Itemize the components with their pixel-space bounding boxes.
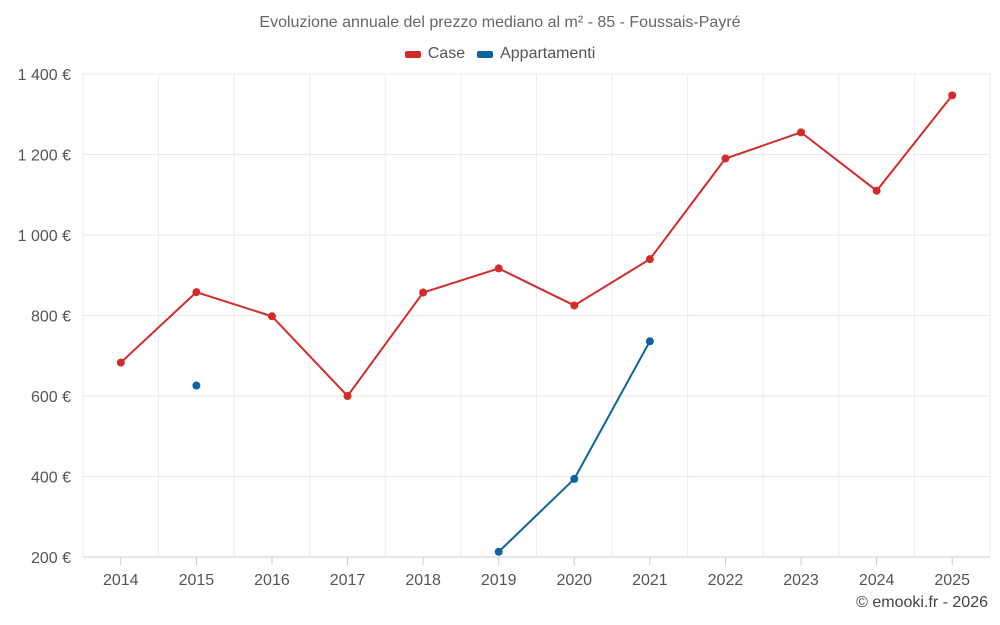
- series-line-case: [120, 94, 953, 397]
- data-point-case-2021: [645, 255, 654, 264]
- legend: Case Appartamenti: [0, 45, 1000, 63]
- data-point-case-2023: [797, 128, 806, 137]
- data-point-case-2022: [721, 154, 730, 163]
- x-tick-label: 2024: [859, 572, 895, 589]
- legend-swatch-appartamenti: [477, 50, 494, 58]
- x-tick-label: 2022: [708, 572, 744, 589]
- credit-text: © emooki.fr - 2026: [856, 594, 988, 611]
- data-point-case-2014: [116, 358, 125, 367]
- series-line-appartamenti: [498, 340, 651, 553]
- y-tick-label: 1 000 €: [18, 228, 71, 245]
- data-point-appartamenti-2020: [570, 474, 579, 483]
- y-tick-label: 600 €: [31, 389, 71, 406]
- x-tick-label: 2016: [254, 572, 290, 589]
- y-tick-label: 400 €: [31, 470, 71, 487]
- data-point-case-2015: [192, 288, 201, 297]
- chart-title: Evoluzione annuale del prezzo mediano al…: [259, 14, 741, 31]
- x-tick-label: 2020: [556, 572, 592, 589]
- data-point-appartamenti-2021: [645, 337, 654, 346]
- x-tick-label: 2019: [481, 572, 517, 589]
- x-tick-label: 2014: [103, 572, 139, 589]
- y-tick-label: 1 400 €: [18, 67, 71, 84]
- x-tick-label: 2015: [179, 572, 215, 589]
- data-point-appartamenti-2015: [192, 381, 201, 390]
- y-tick-label: 800 €: [31, 309, 71, 326]
- x-tick-label: 2025: [934, 572, 970, 589]
- x-tick-label: 2018: [405, 572, 441, 589]
- legend-label-case: Case: [427, 45, 466, 62]
- legend-item-case[interactable]: Case: [404, 45, 466, 63]
- data-point-case-2025: [948, 91, 957, 100]
- legend-swatch-case: [404, 50, 421, 58]
- x-tick-label: 2023: [783, 572, 819, 589]
- legend-item-appartamenti[interactable]: Appartamenti: [477, 45, 595, 63]
- data-point-case-2016: [267, 312, 276, 321]
- x-tick-label: 2017: [330, 572, 366, 589]
- data-point-case-2024: [872, 186, 881, 195]
- y-tick-label: 1 200 €: [18, 148, 71, 165]
- legend-label-appartamenti: Appartamenti: [500, 45, 596, 62]
- data-point-case-2020: [570, 301, 579, 310]
- data-point-appartamenti-2019: [494, 547, 503, 556]
- data-point-case-2018: [419, 288, 428, 297]
- data-point-case-2019: [494, 264, 503, 273]
- data-point-case-2017: [343, 392, 352, 400]
- y-tick-label: 200 €: [31, 550, 71, 567]
- x-tick-label: 2021: [632, 572, 668, 589]
